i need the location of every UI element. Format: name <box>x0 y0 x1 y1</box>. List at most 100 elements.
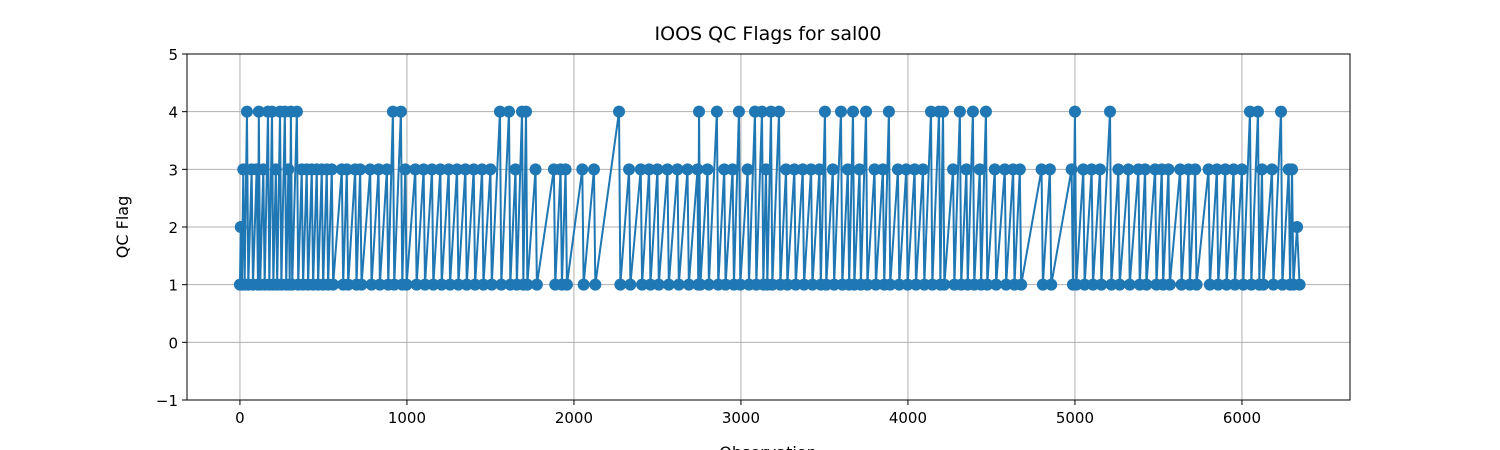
data-point <box>652 278 665 291</box>
data-point <box>613 105 626 118</box>
data-point <box>1093 163 1106 176</box>
data-point <box>644 278 657 291</box>
data-point <box>1112 163 1125 176</box>
data-point <box>860 105 873 118</box>
data-point <box>1140 278 1153 291</box>
data-point <box>477 278 490 291</box>
x-tick-label: 2000 <box>555 409 593 427</box>
data-point <box>979 105 992 118</box>
data-point <box>884 278 897 291</box>
data-point <box>1202 163 1215 176</box>
data-point <box>900 163 913 176</box>
data-point <box>966 105 979 118</box>
data-point <box>818 105 831 118</box>
data-point <box>435 278 448 291</box>
data-point <box>1255 163 1268 176</box>
data-point <box>1163 278 1176 291</box>
data-point <box>796 163 809 176</box>
data-point <box>1086 278 1099 291</box>
data-point <box>529 163 542 176</box>
data-point <box>467 163 480 176</box>
data-point <box>327 278 340 291</box>
data-point <box>671 163 684 176</box>
data-point <box>1190 278 1203 291</box>
data-point <box>577 278 590 291</box>
data-point <box>257 163 270 176</box>
data-point <box>1219 163 1232 176</box>
data-point <box>417 163 430 176</box>
data-point <box>1045 278 1058 291</box>
data-point <box>282 163 295 176</box>
chart-title: IOOS QC Flags for sal00 <box>655 23 882 45</box>
data-point <box>1070 278 1083 291</box>
data-point <box>476 163 489 176</box>
data-point <box>710 105 723 118</box>
data-point <box>614 278 627 291</box>
data-point <box>380 163 393 176</box>
data-point <box>755 105 768 118</box>
data-point <box>916 163 929 176</box>
data-point <box>734 278 747 291</box>
data-point <box>399 163 412 176</box>
data-point <box>1162 163 1175 176</box>
y-tick-label: 0 <box>168 334 178 352</box>
data-point <box>960 163 973 176</box>
data-point <box>841 163 854 176</box>
x-tick-label: 1000 <box>388 409 426 427</box>
data-point <box>400 278 413 291</box>
data-point <box>493 105 506 118</box>
data-point <box>868 163 881 176</box>
data-point <box>773 105 786 118</box>
data-point <box>908 163 921 176</box>
data-point <box>589 278 602 291</box>
data-point <box>1275 105 1288 118</box>
data-point <box>240 105 253 118</box>
data-point <box>643 163 656 176</box>
data-point <box>938 278 951 291</box>
data-point <box>847 105 860 118</box>
data-point <box>237 163 250 176</box>
y-tick-label: 5 <box>168 46 178 64</box>
data-point <box>290 105 303 118</box>
data-point <box>672 278 685 291</box>
data-point <box>651 163 664 176</box>
x-tick-label: 4000 <box>889 409 927 427</box>
plot-area <box>233 105 1306 291</box>
data-point <box>990 278 1003 291</box>
data-point <box>780 163 793 176</box>
data-point <box>909 278 922 291</box>
y-tick-label: −1 <box>156 392 178 410</box>
data-point <box>876 163 889 176</box>
data-point <box>355 278 368 291</box>
data-point <box>587 163 600 176</box>
data-point <box>682 278 695 291</box>
data-point <box>891 163 904 176</box>
data-point <box>901 278 914 291</box>
data-point <box>521 278 534 291</box>
data-point <box>869 278 882 291</box>
data-point <box>1189 163 1202 176</box>
data-point <box>1078 278 1091 291</box>
data-point <box>442 163 455 176</box>
data-point <box>1227 163 1240 176</box>
data-point <box>342 278 355 291</box>
data-point <box>1286 163 1299 176</box>
data-point <box>485 278 498 291</box>
y-tick-label: 4 <box>168 104 178 122</box>
data-point <box>469 278 482 291</box>
data-point <box>1104 105 1117 118</box>
data-point <box>1291 221 1304 233</box>
data-point <box>813 163 826 176</box>
data-point <box>973 163 986 176</box>
data-point <box>694 278 707 291</box>
data-point <box>520 105 533 118</box>
data-point <box>834 105 847 118</box>
data-point <box>444 278 457 291</box>
data-point <box>425 163 438 176</box>
data-point <box>702 278 715 291</box>
data-point <box>459 163 472 176</box>
data-point <box>937 105 950 118</box>
data-point <box>623 163 636 176</box>
data-point <box>509 163 522 176</box>
data-point <box>1068 105 1081 118</box>
